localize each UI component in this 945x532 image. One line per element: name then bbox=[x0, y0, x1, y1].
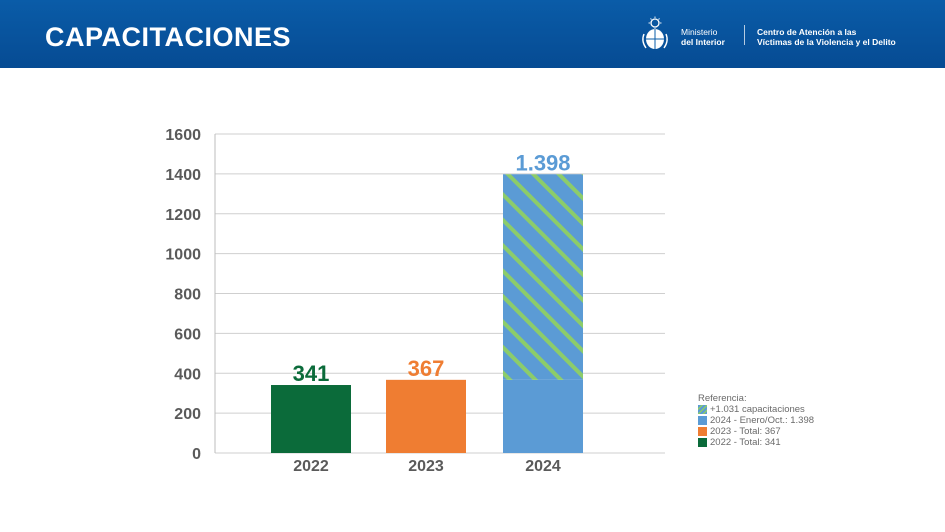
legend-label: +1.031 capacitaciones bbox=[710, 404, 805, 415]
header-divider bbox=[744, 25, 745, 45]
y-tick-label: 1400 bbox=[165, 167, 201, 184]
y-tick-label: 600 bbox=[174, 326, 201, 343]
ministry-line-2: del Interior bbox=[681, 37, 725, 47]
value-label: 1.398 bbox=[515, 150, 570, 175]
ministry-name: Ministerio del Interior bbox=[681, 27, 725, 47]
y-axis-ticks: 0 200 400 600 800 1000 1200 1400 1600 bbox=[165, 127, 201, 463]
legend-label: 2023 - Total: 367 bbox=[710, 426, 781, 437]
legend-swatch bbox=[698, 438, 707, 447]
center-name: Centro de Atención a las Víctimas de la … bbox=[757, 27, 896, 47]
legend-title: Referencia: bbox=[698, 393, 747, 404]
y-tick-label: 1200 bbox=[165, 207, 201, 224]
x-tick-label: 2023 bbox=[408, 458, 444, 475]
center-line-1: Centro de Atención a las bbox=[757, 27, 857, 37]
legend-label: 2024 - Enero/Oct.: 1.398 bbox=[710, 415, 815, 426]
y-tick-label: 1000 bbox=[165, 247, 201, 264]
bar-2024-additional bbox=[503, 174, 583, 380]
legend-item: +1.031 capacitaciones bbox=[698, 404, 814, 415]
x-tick-label: 2022 bbox=[293, 458, 329, 475]
value-labels: 341 367 1.398 bbox=[293, 150, 571, 386]
legend-label: 2022 - Total: 341 bbox=[710, 437, 781, 448]
value-label: 367 bbox=[408, 356, 445, 381]
legend-item: 2022 - Total: 341 bbox=[698, 437, 814, 448]
ministry-line-1: Ministerio bbox=[681, 27, 718, 37]
y-tick-label: 0 bbox=[192, 446, 201, 463]
uruguay-coat-of-arms-icon bbox=[642, 16, 668, 49]
legend-swatch-hatched bbox=[698, 405, 707, 414]
y-tick-label: 800 bbox=[174, 287, 201, 304]
x-axis-ticks: 2022 2023 2024 bbox=[293, 458, 561, 475]
legend-swatch bbox=[698, 416, 707, 425]
legend-item: 2024 - Enero/Oct.: 1.398 bbox=[698, 415, 814, 426]
y-tick-label: 1600 bbox=[165, 127, 201, 144]
bar-2023 bbox=[386, 379, 466, 453]
y-tick-label: 200 bbox=[174, 406, 201, 423]
bars bbox=[271, 174, 583, 453]
legend-item: 2023 - Total: 367 bbox=[698, 426, 814, 437]
chart-legend: Referencia: +1.031 capacitaciones 2024 -… bbox=[698, 393, 814, 448]
page-title: CAPACITACIONES bbox=[45, 22, 292, 52]
value-label: 341 bbox=[293, 361, 330, 386]
legend-swatch bbox=[698, 427, 707, 436]
x-tick-label: 2024 bbox=[525, 458, 561, 475]
y-tick-label: 400 bbox=[174, 366, 201, 383]
center-line-2: Víctimas de la Violencia y el Delito bbox=[757, 37, 896, 47]
page-header: CAPACITACIONES Ministerio del Interior C… bbox=[0, 0, 945, 68]
bar-2024-base bbox=[503, 379, 583, 453]
bar-2022 bbox=[271, 385, 351, 453]
